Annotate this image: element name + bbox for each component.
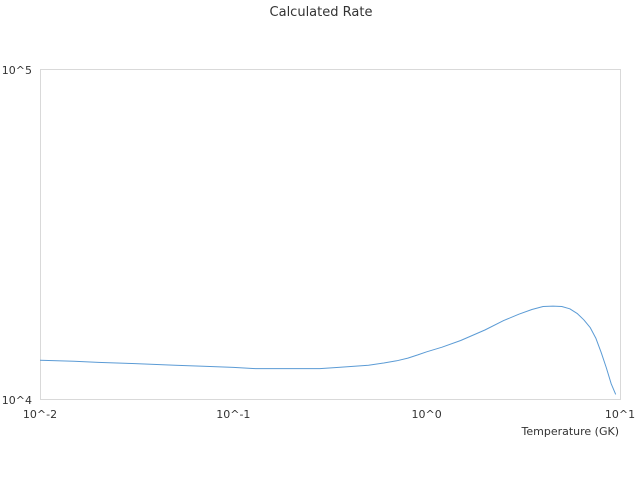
x-tick-label: 10^1 [605,408,635,421]
chart-title: Calculated Rate [270,5,373,20]
y-tick-labels: 10^4 10^5 [2,64,32,407]
y-tick-label: 10^5 [2,64,32,77]
x-tick-label: 10^0 [412,408,442,421]
x-tick-label: 10^-1 [216,408,250,421]
x-axis-label: Temperature (GK) [521,425,620,438]
plot-area [40,69,621,400]
series-layer [39,305,617,395]
x-tick-label: 10^-2 [23,408,57,421]
series-line [39,305,617,395]
y-tick-label: 10^4 [2,394,32,407]
x-tick-labels: 10^-2 10^-1 10^0 10^1 [23,408,635,421]
